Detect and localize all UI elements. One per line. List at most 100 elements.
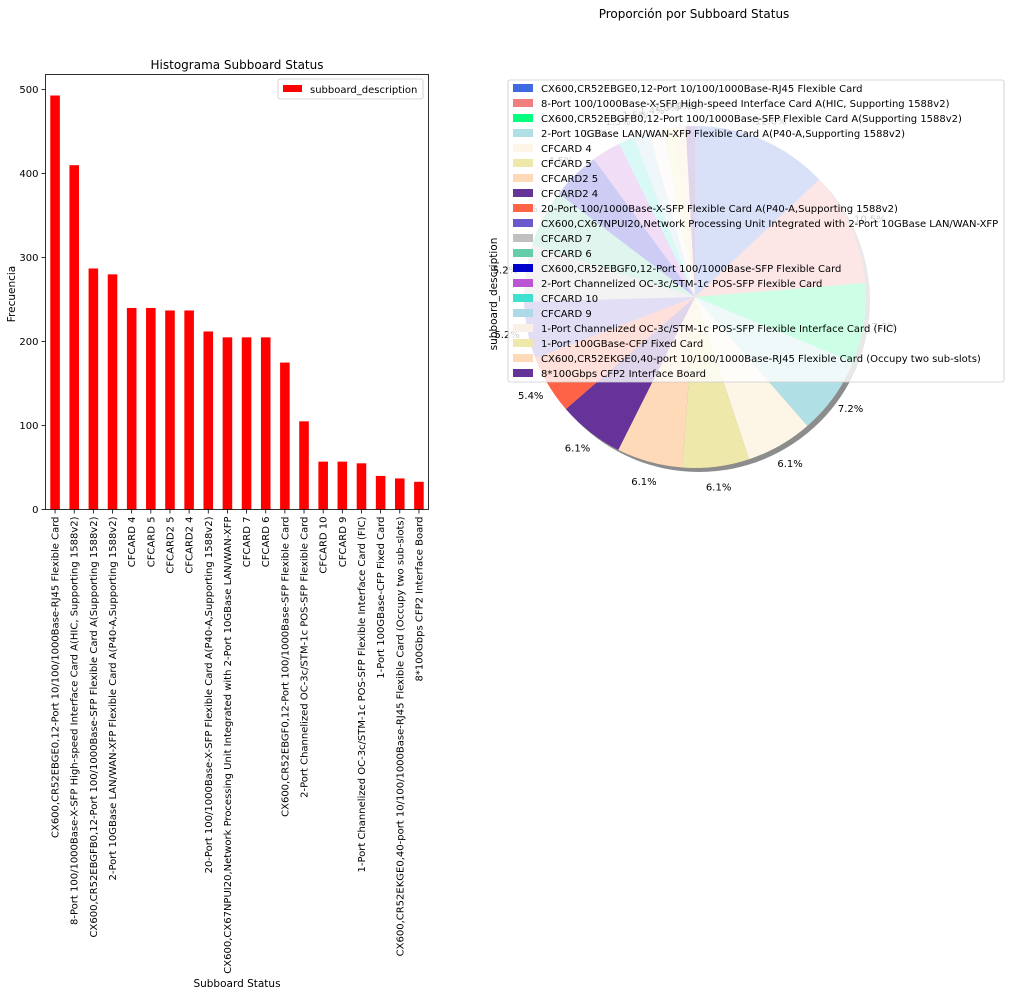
bar-x-tick-label-10: CFCARD 7: [242, 517, 253, 568]
pie-legend-label-9: CX600,CX67NPUI20,Network Processing Unit…: [541, 219, 998, 230]
pie-legend-swatch-19: [513, 369, 533, 377]
pie-pct-label-4: 6.1%: [777, 459, 802, 470]
bar-x-tick-label-8: 20-Port 100/1000Base-X-SFP Flexible Card…: [204, 516, 215, 873]
bar-16: [356, 463, 367, 510]
pie-legend-swatch-13: [513, 279, 533, 287]
bar-legend: subboard_description: [277, 78, 424, 100]
bar-y-tick-label-3: 300: [19, 253, 38, 264]
bar-x-tick-label-6: CFCARD2 5: [165, 517, 176, 574]
pie-legend-label-12: CX600,CR52EBGF0,12-Port 100/1000Base-SFP…: [541, 264, 841, 275]
pie-legend-swatch-3: [513, 129, 533, 137]
pie-legend-label-15: CFCARD 9: [541, 309, 592, 320]
pie-pct-label-8: 5.4%: [518, 391, 543, 402]
bar-x-tick-label-18: CX600,CR52EKGE0,40-port 10/100/1000Base-…: [395, 516, 406, 956]
pie-legend-swatch-1: [513, 99, 533, 107]
bar-9: [222, 337, 233, 510]
bar-y-tick-label-1: 100: [19, 421, 38, 432]
bar-14: [318, 461, 328, 510]
bar-3: [107, 274, 118, 510]
bar-x-tick-label-0: CX600,CR52EBGE0,12-Port 10/100/1000Base-…: [51, 517, 62, 839]
bar-x-tick-label-3: 2-Port 10GBase LAN/WAN-XFP Flexible Card…: [108, 516, 119, 880]
bar-10: [241, 337, 252, 510]
pie-legend-label-5: CFCARD 5: [541, 159, 592, 170]
pie-legend-swatch-12: [513, 264, 533, 272]
bar-13: [299, 421, 309, 510]
pie-legend-label-19: 8*100Gbps CFP2 Interface Board: [541, 369, 706, 380]
bar-x-tick-label-19: 8*100Gbps CFP2 Interface Board: [414, 517, 425, 682]
pie-chart: Proporción por Subboard Status subboard_…: [488, 7, 1005, 494]
pie-legend-label-16: 1-Port Channelized OC-3c/STM-1c POS-SFP …: [541, 324, 897, 335]
bar-x-ticks: CX600,CR52EBGE0,12-Port 10/100/1000Base-…: [51, 509, 425, 974]
bar-y-tick-label-0: 0: [32, 505, 38, 516]
pie-legend-swatch-7: [513, 189, 533, 197]
bar-7: [184, 310, 194, 510]
pie-legend-label-0: CX600,CR52EBGE0,12-Port 10/100/1000Base-…: [541, 84, 863, 95]
pie-legend-swatch-2: [513, 114, 533, 122]
bar-17: [375, 475, 386, 510]
bar-18: [394, 478, 405, 510]
bar-4: [126, 307, 137, 510]
bar-x-tick-label-9: CX600,CX67NPUI20,Network Processing Unit…: [223, 517, 234, 974]
bar-0: [50, 95, 60, 510]
pie-legend-label-11: CFCARD 6: [541, 249, 592, 260]
pie-legend-label-6: CFCARD2 5: [541, 174, 598, 185]
pie-legend-swatch-9: [513, 219, 533, 227]
pie-chart-title: Proporción por Subboard Status: [599, 7, 790, 21]
pie-legend-swatch-4: [513, 144, 533, 152]
bar-6: [165, 310, 175, 510]
pie-pct-label-5: 6.1%: [706, 483, 731, 494]
pie-legend-label-7: CFCARD2 4: [541, 189, 598, 200]
pie-legend-swatch-14: [513, 294, 533, 302]
pie-legend-label-18: CX600,CR52EKGE0,40-port 10/100/1000Base-…: [541, 354, 981, 365]
bar-chart-x-axis-label: Subboard Status: [193, 978, 280, 990]
bar-legend-label: subboard_description: [310, 85, 417, 96]
pie-legend-label-3: 2-Port 10GBase LAN/WAN-XFP Flexible Card…: [541, 129, 905, 140]
bar-x-tick-label-15: CFCARD 9: [338, 517, 349, 568]
bar-y-tick-label-2: 200: [19, 337, 38, 348]
bar-x-tick-label-16: 1-Port Channelized OC-3c/STM-1c POS-SFP …: [357, 516, 368, 872]
pie-legend-items: CX600,CR52EBGE0,12-Port 10/100/1000Base-…: [513, 84, 998, 380]
pie-legend-label-4: CFCARD 4: [541, 144, 592, 155]
bar-19: [414, 481, 424, 510]
pie-legend-swatch-15: [513, 309, 533, 317]
pie-legend-swatch-17: [513, 339, 533, 347]
bar-y-tick-label-5: 500: [19, 85, 38, 96]
pie-legend-swatch-8: [513, 204, 533, 212]
pie-legend-swatch-0: [513, 84, 533, 92]
bar-chart: Histograma Subboard Status Frecuencia Su…: [6, 58, 429, 990]
pie-legend-label-1: 8-Port 100/1000Base-X-SFP High-speed Int…: [541, 99, 950, 110]
pie-legend-label-14: CFCARD 10: [541, 294, 598, 305]
pie-legend-swatch-5: [513, 159, 533, 167]
pie-legend-swatch-11: [513, 249, 533, 257]
pie-legend-label-17: 1-Port 100GBase-CFP Fixed Card: [541, 339, 703, 350]
bar-x-tick-label-7: CFCARD2 4: [185, 517, 196, 574]
bar-legend-swatch: [283, 85, 302, 92]
pie-legend-box: [507, 79, 1005, 383]
bar-x-tick-label-17: 1-Port 100GBase-CFP Fixed Card: [376, 517, 387, 679]
bar-chart-title: Histograma Subboard Status: [151, 58, 324, 72]
bar-x-tick-label-2: CX600,CR52EBGFB0,12-Port 100/1000Base-SF…: [89, 516, 100, 937]
bar-2: [88, 268, 99, 510]
bar-chart-y-axis-label: Frecuencia: [6, 266, 18, 323]
pie-legend-label-10: CFCARD 7: [541, 234, 592, 245]
bar-x-tick-label-11: CFCARD 6: [261, 517, 272, 568]
bar-11: [260, 337, 271, 510]
pie-chart-y-axis-label: subboard_description: [488, 238, 500, 351]
pie-legend-label-8: 20-Port 100/1000Base-X-SFP Flexible Card…: [541, 204, 898, 215]
bar-legend-box: [277, 78, 424, 100]
pie-legend-swatch-6: [513, 174, 533, 182]
pie-pct-label-9: 5.2%: [494, 330, 519, 341]
pie-legend-swatch-10: [513, 234, 533, 242]
bar-5: [146, 307, 156, 510]
pie-legend: CX600,CR52EBGE0,12-Port 10/100/1000Base-…: [507, 79, 1005, 383]
bar-x-tick-label-4: CFCARD 4: [127, 517, 138, 568]
pie-pct-label-7: 6.1%: [565, 444, 590, 455]
bar-15: [337, 461, 348, 510]
bar-plot-frame: [45, 74, 429, 510]
bar-x-tick-label-13: 2-Port Channelized OC-3c/STM-1c POS-SFP …: [300, 517, 311, 798]
pie-legend-swatch-16: [513, 324, 533, 332]
bar-8: [203, 331, 214, 510]
pie-legend-swatch-18: [513, 354, 533, 362]
bar-y-ticks: 0 100 200 300 400 500: [19, 85, 46, 516]
